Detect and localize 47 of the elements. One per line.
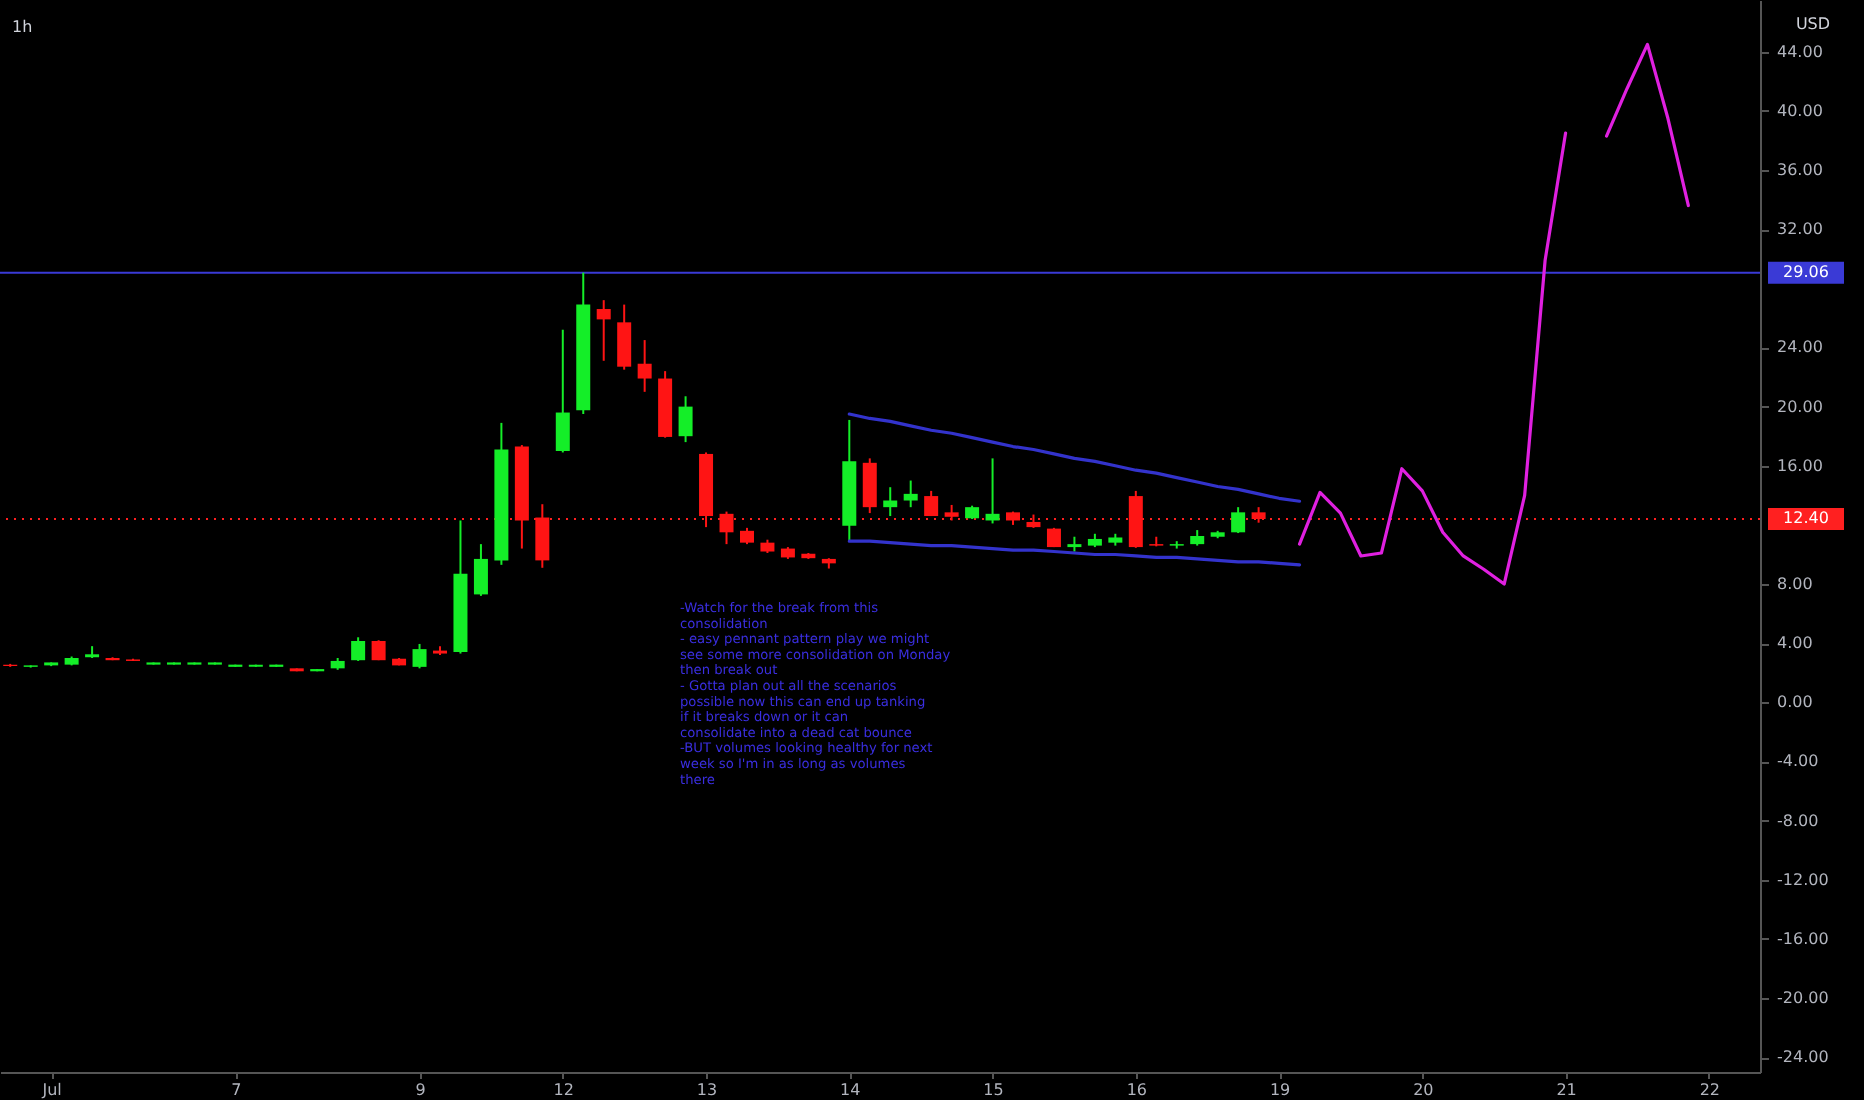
y-tick-label: -4.00 bbox=[1777, 752, 1819, 771]
candlestick bbox=[883, 486, 898, 518]
x-tick-label: Jul bbox=[40, 1081, 62, 1099]
y-tick-label: -12.00 bbox=[1777, 870, 1829, 889]
candlestick bbox=[903, 479, 918, 509]
y-tick-label: 44.00 bbox=[1777, 42, 1823, 61]
x-tick-label: 13 bbox=[696, 1081, 718, 1099]
candlestick bbox=[473, 543, 488, 597]
y-tick-label: 0.00 bbox=[1777, 693, 1813, 712]
y-tick-label: -16.00 bbox=[1777, 929, 1829, 948]
line-series bbox=[847, 539, 1302, 567]
y-tick-label: 40.00 bbox=[1777, 101, 1823, 120]
y-tick-label: -20.00 bbox=[1777, 989, 1829, 1008]
x-tick-label: 19 bbox=[1269, 1081, 1291, 1099]
y-tick-label: -24.00 bbox=[1777, 1048, 1829, 1067]
y-tick-label: 20.00 bbox=[1777, 397, 1823, 416]
candlestick bbox=[351, 636, 366, 662]
y-tick-label: 36.00 bbox=[1777, 161, 1823, 180]
y-tick-label: 8.00 bbox=[1777, 575, 1813, 594]
x-tick-label: 12 bbox=[553, 1081, 574, 1099]
x-tick-label: 20 bbox=[1413, 1081, 1434, 1099]
candlestick bbox=[862, 457, 877, 515]
text: 1h bbox=[12, 18, 33, 36]
x-tick-label: 9 bbox=[415, 1081, 426, 1099]
y-tick-label: 16.00 bbox=[1777, 456, 1823, 475]
y-axis-title: USD bbox=[1795, 15, 1831, 33]
x-tick-label: 22 bbox=[1699, 1081, 1721, 1099]
candlestick bbox=[1231, 506, 1246, 535]
candlestick bbox=[412, 642, 427, 670]
x-tick-label: 21 bbox=[1556, 1081, 1577, 1099]
x-tick-label: 16 bbox=[1126, 1081, 1147, 1099]
candlestick bbox=[985, 457, 1000, 525]
y-tick-label: 24.00 bbox=[1777, 338, 1823, 357]
y-tick-label: 32.00 bbox=[1777, 220, 1823, 239]
x-tick-label: 15 bbox=[983, 1081, 1004, 1099]
x-tick-label: 14 bbox=[840, 1081, 861, 1099]
candlestick bbox=[596, 299, 611, 362]
line-series bbox=[847, 412, 1302, 503]
candlestick bbox=[678, 395, 693, 444]
ref-line-label: 12.40 bbox=[1783, 509, 1829, 527]
x-tick-label: 7 bbox=[231, 1081, 242, 1099]
y-tick-label: 4.00 bbox=[1777, 634, 1813, 653]
candlestick bbox=[637, 339, 652, 393]
ref-line-label: 29.06 bbox=[1783, 262, 1829, 281]
candlestick bbox=[617, 303, 632, 371]
candlestick bbox=[555, 328, 570, 454]
y-tick-label: -8.00 bbox=[1777, 811, 1819, 830]
